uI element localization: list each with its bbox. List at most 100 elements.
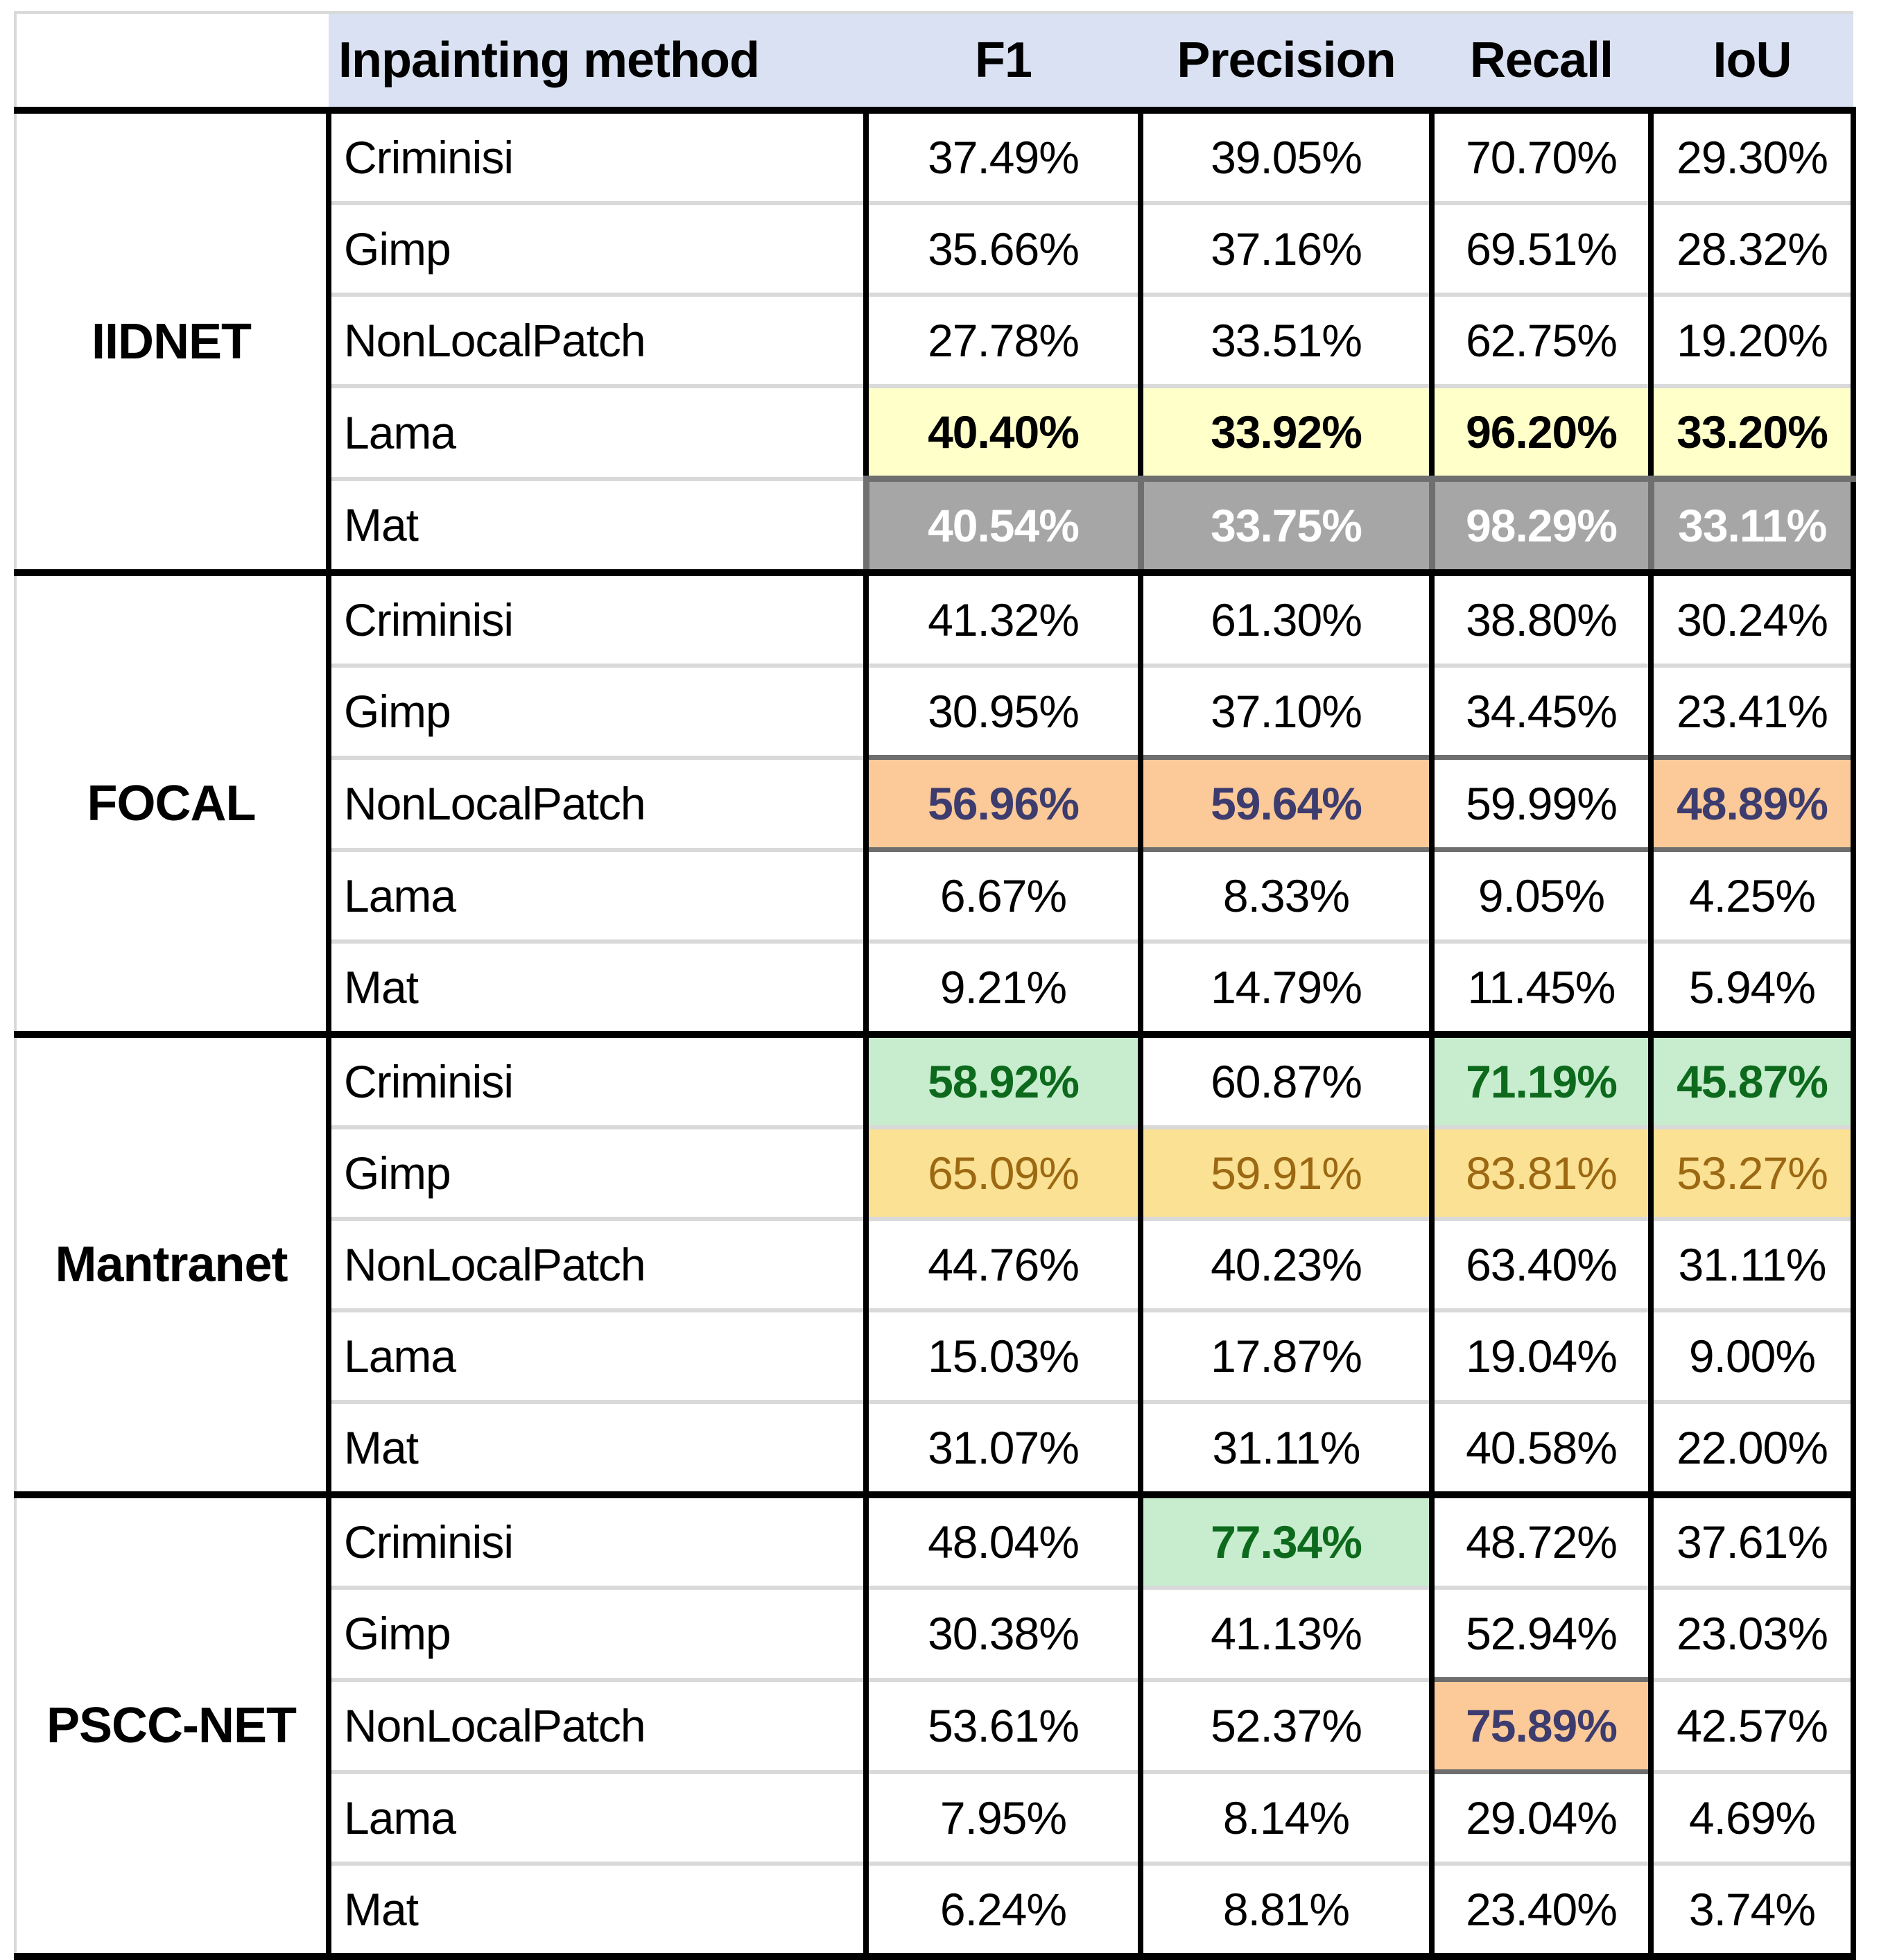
model-label-mantranet: Mantranet xyxy=(14,1034,329,1498)
recall-cell: 52.94% xyxy=(1429,1588,1651,1682)
table-row: Mantranet Criminisi 58.92% 60.87% 71.19% 45.8… xyxy=(14,1034,1856,1498)
f1-cell: 30.38% xyxy=(863,1588,1141,1682)
table-row: NonLocalPatch 56.96% 59.64% 59.99% 48.89% xyxy=(15,755,1856,852)
method-cell: Criminisi xyxy=(326,1034,869,1129)
iou-cell: 53.27% xyxy=(1648,1127,1856,1221)
column-header-inpainting-method: Inpainting method xyxy=(329,11,866,114)
precision-cell: 14.79% xyxy=(1138,942,1432,1038)
f1-cell: 6.24% xyxy=(863,1864,1141,1960)
precision-cell: 33.75% xyxy=(1137,476,1435,576)
method-cell: Gimp xyxy=(326,1588,869,1682)
table-row: NonLocalPatch 53.61% 52.37% 75.89% 42.57% xyxy=(15,1677,1856,1774)
recall-cell: 83.81% xyxy=(1429,1127,1651,1221)
f1-cell: 48.04% xyxy=(863,1495,1141,1590)
method-cell: Gimp xyxy=(326,1127,869,1221)
table-row: FOCAL Criminisi 41.32% 61.30% 38.80% 30.24% xyxy=(14,573,1856,1038)
iou-cell: 45.87% xyxy=(1648,1034,1856,1129)
table-header: Inpainting method F1 Precision Recall IoU xyxy=(14,11,1853,114)
f1-cell: 35.66% xyxy=(863,203,1141,297)
table-row: Lama 7.95% 8.14% 29.04% 4.69% xyxy=(15,1771,1856,1866)
precision-cell: 39.05% xyxy=(1138,110,1432,205)
method-cell: Gimp xyxy=(326,203,869,297)
precision-cell: 33.92% xyxy=(1138,386,1432,481)
method-cell: Lama xyxy=(326,1310,869,1404)
f1-cell: 7.95% xyxy=(863,1771,1141,1866)
f1-cell: 31.07% xyxy=(863,1402,1141,1498)
iou-cell: 22.00% xyxy=(1648,1402,1856,1498)
precision-cell: 37.16% xyxy=(1138,203,1432,297)
recall-cell: 23.40% xyxy=(1429,1864,1651,1960)
iou-cell: 33.20% xyxy=(1648,386,1856,481)
table-row: IIDNET Criminisi 37.49% 39.05% 70.70% 29.30% xyxy=(14,110,1856,576)
iou-cell: 48.89% xyxy=(1648,755,1856,852)
precision-cell: 8.81% xyxy=(1138,1864,1432,1960)
f1-cell: 56.96% xyxy=(863,755,1141,852)
f1-cell: 6.67% xyxy=(863,849,1141,944)
iou-cell: 23.41% xyxy=(1648,666,1856,760)
recall-cell: 71.19% xyxy=(1429,1034,1651,1129)
table-row: Mat 40.54% 33.75% 98.29% 33.11% xyxy=(15,476,1856,576)
f1-cell: 53.61% xyxy=(863,1679,1141,1774)
f1-cell: 65.09% xyxy=(863,1127,1141,1221)
table-row: Gimp 35.66% 37.16% 69.51% 28.32% xyxy=(15,203,1856,297)
iou-cell: 5.94% xyxy=(1648,942,1856,1038)
iou-cell: 30.24% xyxy=(1648,573,1856,668)
precision-cell: 8.14% xyxy=(1138,1771,1432,1866)
recall-cell: 48.72% xyxy=(1429,1495,1651,1590)
method-cell: Lama xyxy=(326,1771,869,1866)
column-header-precision: Precision xyxy=(1141,11,1432,114)
column-header-recall: Recall xyxy=(1432,11,1651,114)
recall-cell: 70.70% xyxy=(1429,110,1651,205)
iou-cell: 29.30% xyxy=(1648,110,1856,205)
recall-cell: 19.04% xyxy=(1429,1310,1651,1404)
precision-cell: 31.11% xyxy=(1138,1402,1432,1498)
table-row: Lama 40.40% 33.92% 96.20% 33.20% xyxy=(15,386,1856,481)
precision-cell: 52.37% xyxy=(1138,1679,1432,1774)
iou-cell: 3.74% xyxy=(1648,1864,1856,1960)
recall-cell: 98.29% xyxy=(1428,476,1654,576)
model-label-pscc-net: PSCC-NET xyxy=(14,1495,329,1960)
column-header-iou: IoU xyxy=(1651,11,1853,114)
precision-cell: 59.64% xyxy=(1138,755,1432,852)
method-cell: Criminisi xyxy=(326,1495,869,1590)
corner-cell xyxy=(14,11,329,114)
f1-cell: 15.03% xyxy=(863,1310,1141,1404)
table-row: NonLocalPatch 27.78% 33.51% 62.75% 19.20% xyxy=(15,295,1856,388)
recall-cell: 11.45% xyxy=(1429,942,1651,1038)
precision-cell: 17.87% xyxy=(1138,1310,1432,1404)
iou-cell: 19.20% xyxy=(1648,295,1856,388)
results-table-wrapper: Inpainting method F1 Precision Recall IoU II… xyxy=(14,11,1856,1960)
recall-cell: 40.58% xyxy=(1429,1402,1651,1498)
method-cell: Mat xyxy=(326,1864,869,1960)
method-cell: Criminisi xyxy=(326,573,869,668)
recall-cell: 63.40% xyxy=(1429,1219,1651,1312)
recall-cell: 59.99% xyxy=(1429,755,1651,852)
f1-cell: 44.76% xyxy=(863,1219,1141,1312)
method-cell: Lama xyxy=(326,386,869,481)
inpainting-results-table: Inpainting method F1 Precision Recall IoU II… xyxy=(14,11,1856,1960)
method-cell: NonLocalPatch xyxy=(326,1679,869,1774)
precision-cell: 33.51% xyxy=(1138,295,1432,388)
f1-cell: 30.95% xyxy=(863,666,1141,760)
precision-cell: 60.87% xyxy=(1138,1034,1432,1129)
recall-cell: 38.80% xyxy=(1429,573,1651,668)
iou-cell: 4.69% xyxy=(1648,1771,1856,1866)
precision-cell: 40.23% xyxy=(1138,1219,1432,1312)
recall-cell: 62.75% xyxy=(1429,295,1651,388)
recall-cell: 75.89% xyxy=(1429,1677,1651,1774)
f1-cell: 9.21% xyxy=(863,942,1141,1038)
recall-cell: 96.20% xyxy=(1429,386,1651,481)
method-cell: Mat xyxy=(326,1402,869,1498)
table-row: NonLocalPatch 44.76% 40.23% 63.40% 31.11% xyxy=(15,1219,1856,1312)
precision-cell: 77.34% xyxy=(1138,1495,1432,1590)
recall-cell: 34.45% xyxy=(1429,666,1651,760)
f1-cell: 37.49% xyxy=(863,110,1141,205)
table-body: IIDNET Criminisi 37.49% 39.05% 70.70% 29.30% G… xyxy=(14,110,1856,1960)
method-cell: NonLocalPatch xyxy=(326,295,869,388)
f1-cell: 41.32% xyxy=(863,573,1141,668)
method-cell: Lama xyxy=(326,849,869,944)
iou-cell: 42.57% xyxy=(1648,1679,1856,1774)
table-row: Lama 6.67% 8.33% 9.05% 4.25% xyxy=(15,849,1856,944)
iou-cell: 9.00% xyxy=(1648,1310,1856,1404)
f1-cell: 40.40% xyxy=(863,386,1141,481)
